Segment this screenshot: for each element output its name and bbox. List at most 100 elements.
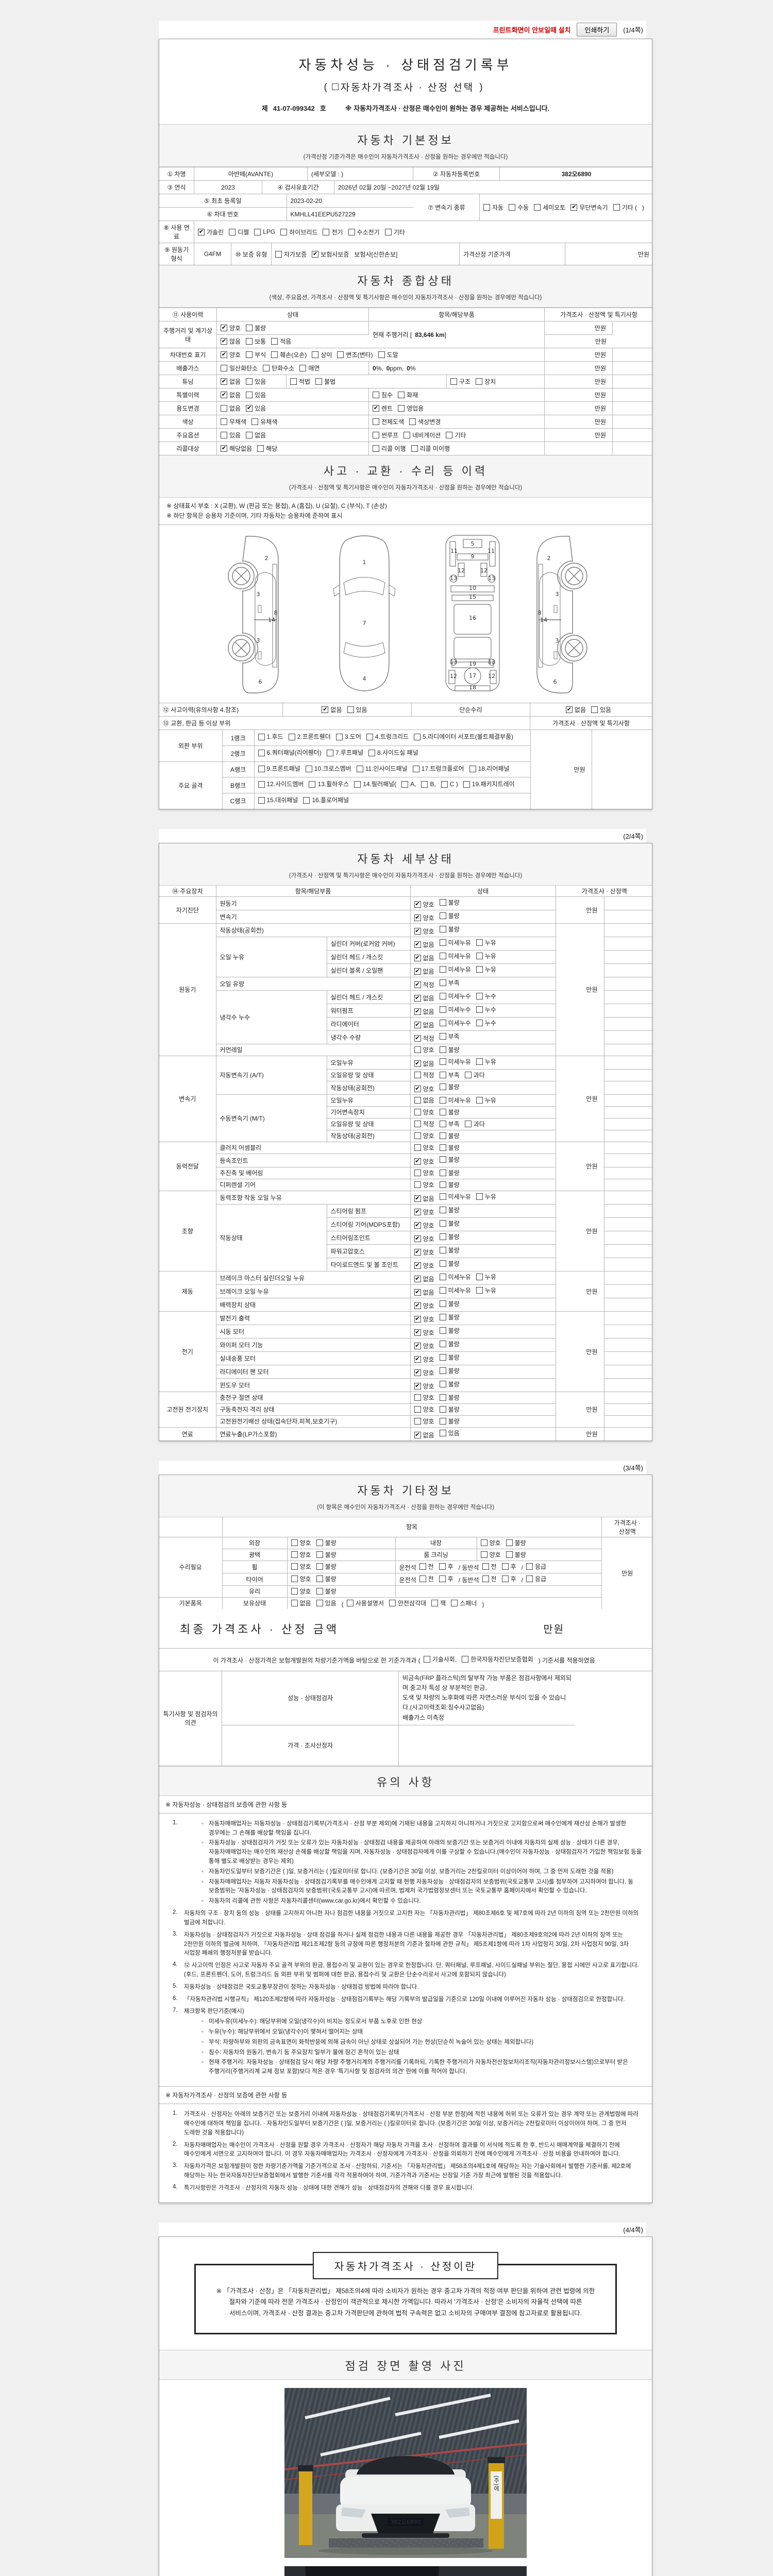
checkbox[interactable]: 누유 <box>476 1057 496 1066</box>
checkbox-box[interactable] <box>450 378 457 385</box>
checkbox[interactable]: 적법 <box>290 377 310 386</box>
checkbox-box[interactable] <box>476 1058 483 1065</box>
checkbox-box[interactable] <box>501 1563 509 1570</box>
checkbox-box-checked[interactable]: ✔ <box>414 1035 421 1042</box>
checkbox[interactable]: 13.휠하우스 <box>309 778 349 790</box>
checkbox[interactable]: 15.대쉬패널 <box>258 794 298 806</box>
checkbox-box[interactable] <box>439 1083 446 1090</box>
checkbox-box[interactable] <box>290 378 297 385</box>
checkbox-box[interactable] <box>439 1096 446 1104</box>
checkbox-box[interactable] <box>476 1006 483 1013</box>
checkbox[interactable]: 미세누유 <box>439 965 471 974</box>
checkbox[interactable]: 양호 <box>414 1131 434 1140</box>
checkbox-box-checked[interactable]: ✔ <box>221 325 227 331</box>
checkbox[interactable]: 12.사이드멤버 <box>258 778 304 790</box>
checkbox-box[interactable] <box>439 1260 446 1267</box>
checkbox-box[interactable] <box>439 1429 446 1436</box>
checkbox[interactable]: 3.도어 <box>335 731 361 743</box>
checkbox-box[interactable] <box>501 1575 509 1582</box>
checkbox-checked[interactable]: ✔ 보험사보증 <box>312 250 349 259</box>
checkbox[interactable]: 누유 <box>476 1096 496 1105</box>
checkbox-checked[interactable]: ✔ 적정 <box>414 1034 434 1043</box>
checkbox-box[interactable] <box>323 228 330 235</box>
checkbox-box-checked[interactable]: ✔ <box>414 927 421 935</box>
checkbox-box[interactable] <box>315 378 323 385</box>
checkbox-checked[interactable]: ✔ 양호 <box>414 1248 434 1257</box>
checkbox-box-checked[interactable]: ✔ <box>414 1195 421 1202</box>
checkbox-checked[interactable]: ✔ 없음 <box>414 1288 434 1297</box>
checkbox-box[interactable] <box>421 781 428 788</box>
checkbox-box-checked[interactable]: ✔ <box>414 981 421 988</box>
checkbox-box[interactable] <box>439 1144 446 1151</box>
checkbox[interactable]: 네비게이션 <box>404 431 441 439</box>
checkbox-box[interactable] <box>439 1353 446 1361</box>
checkbox-box[interactable] <box>411 445 418 452</box>
checkbox-box[interactable] <box>439 1563 446 1570</box>
checkbox-box[interactable] <box>439 939 446 946</box>
checkbox[interactable]: 불량 <box>439 1219 460 1228</box>
checkbox-box[interactable] <box>431 1599 439 1606</box>
checkbox[interactable]: 부족 <box>439 1071 460 1079</box>
checkbox[interactable]: 양호 <box>414 1417 434 1426</box>
checkbox[interactable]: 후 <box>439 1562 453 1571</box>
checkbox-box[interactable] <box>439 1405 446 1413</box>
checkbox-box[interactable] <box>476 939 483 946</box>
checkbox-box[interactable] <box>439 1181 446 1188</box>
checkbox[interactable]: 응급 <box>526 1574 546 1583</box>
checkbox-checked[interactable]: ✔ 없음 <box>221 377 241 386</box>
checkbox[interactable]: 자가보증 <box>275 250 307 259</box>
checkbox-box[interactable] <box>347 706 354 714</box>
checkbox-box[interactable] <box>476 1193 483 1200</box>
checkbox-box[interactable] <box>476 952 483 959</box>
checkbox[interactable]: 불량 <box>506 1538 526 1547</box>
checkbox-box[interactable] <box>591 706 598 714</box>
checkbox[interactable]: 미세누유 <box>439 952 471 960</box>
checkbox[interactable]: 기타 <box>446 431 466 439</box>
checkbox[interactable]: 후 <box>501 1562 516 1571</box>
checkbox[interactable]: 양호 <box>414 1143 434 1152</box>
checkbox[interactable]: 1.후드 <box>258 731 283 743</box>
checkbox[interactable]: 미세누유 <box>439 1192 471 1201</box>
checkbox[interactable]: 양호 <box>480 1538 501 1547</box>
checkbox-box[interactable] <box>331 83 339 90</box>
checkbox-box[interactable] <box>404 432 411 438</box>
checkbox[interactable]: 후 <box>501 1574 516 1583</box>
checkbox-box[interactable] <box>439 1120 446 1127</box>
checkbox[interactable]: 누수 <box>476 1019 496 1027</box>
checkbox[interactable]: 불량 <box>439 1246 460 1255</box>
checkbox-box[interactable] <box>414 1169 421 1176</box>
checkbox[interactable]: 불량 <box>316 1550 337 1559</box>
checkbox-box[interactable] <box>506 1551 513 1558</box>
checkbox[interactable]: 4.트렁크리드 <box>366 731 409 743</box>
checkbox[interactable]: 리콜 이행 <box>373 444 406 453</box>
checkbox-box[interactable] <box>439 1313 446 1320</box>
checkbox-box[interactable] <box>613 204 620 211</box>
checkbox[interactable]: 불량 <box>439 1299 460 1308</box>
checkbox[interactable]: 없음 <box>291 1599 311 1607</box>
checkbox[interactable]: 세미오토 <box>534 201 565 214</box>
checkbox[interactable]: 있음 <box>591 705 611 714</box>
checkbox[interactable]: 불량 <box>439 1232 460 1241</box>
checkbox[interactable]: 미세누수 <box>439 1005 471 1014</box>
checkbox-box[interactable] <box>258 734 265 741</box>
checkbox-box-checked[interactable]: ✔ <box>414 1329 421 1336</box>
checkbox-box[interactable] <box>480 1539 488 1546</box>
checkbox-box[interactable] <box>439 1058 446 1065</box>
checkbox-box[interactable] <box>414 1417 421 1425</box>
checkbox[interactable]: 과다 <box>464 1071 485 1079</box>
checkbox[interactable]: 누유 <box>476 965 496 974</box>
checkbox-box[interactable] <box>288 734 295 741</box>
checkbox-box[interactable] <box>305 765 312 772</box>
checkbox-box[interactable] <box>246 338 253 345</box>
checkbox-box[interactable] <box>335 734 343 741</box>
checkbox[interactable]: 불량 <box>439 1393 460 1402</box>
checkbox-box[interactable] <box>251 418 259 425</box>
checkbox-checked[interactable]: ✔ 없음 <box>414 994 434 1003</box>
checkbox-checked[interactable]: ✔ 양호 <box>414 1221 434 1230</box>
checkbox-box[interactable] <box>291 1551 298 1558</box>
checkbox-box-checked[interactable]: ✔ <box>221 392 227 398</box>
checkbox[interactable]: 불량 <box>439 1206 460 1214</box>
checkbox[interactable]: 양호 <box>414 1045 434 1054</box>
checkbox-box[interactable] <box>221 432 227 438</box>
checkbox[interactable]: 7.루프패널 <box>326 747 363 759</box>
